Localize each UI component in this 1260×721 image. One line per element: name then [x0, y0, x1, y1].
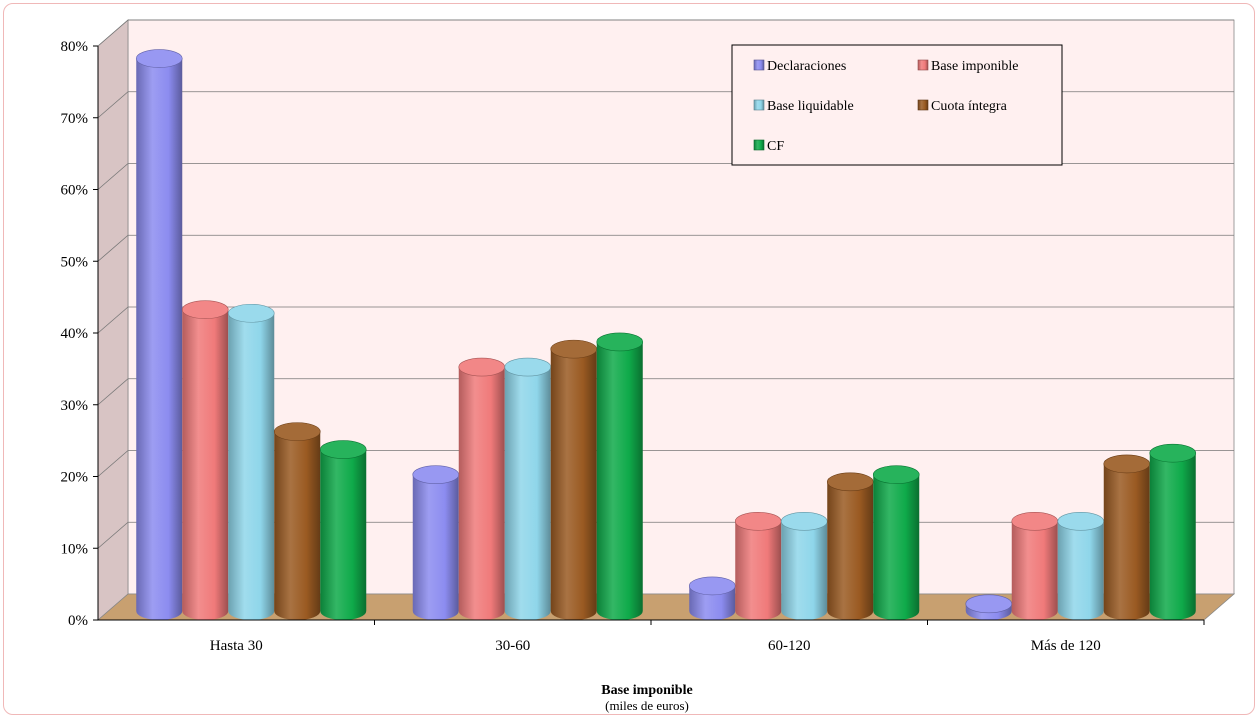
grid-line-side [97, 234, 129, 262]
legend-swatch [917, 59, 929, 71]
bar-top [872, 465, 920, 484]
bar-cf [873, 474, 920, 620]
x-tick-label: Más de 120 [1031, 638, 1101, 654]
bar-declaraciones [412, 474, 459, 620]
bar-top [1103, 454, 1151, 474]
bar-top [1011, 512, 1059, 531]
x-axis-subtitle: (miles de euros) [605, 698, 689, 713]
bar-top [734, 512, 782, 531]
bar-top [181, 300, 229, 319]
bar-top [135, 49, 183, 68]
y-tick-label: 40% [61, 326, 89, 342]
legend-label: Base imponible [931, 59, 1019, 74]
bar-top [227, 303, 275, 323]
bar-top [319, 440, 367, 459]
bar-chart: 0% 10% 20% 30% 40% 50% 60% 70% 80% Hasta 30 30-60… [61, 19, 1236, 713]
legend-box [731, 44, 1063, 166]
bar-top [550, 339, 598, 359]
legend-swatch [753, 99, 765, 111]
grid-line-side [97, 378, 129, 406]
legend: Declaraciones Base imponible Base liquidab… [731, 44, 1063, 166]
bar-cuota-íntegra [550, 349, 597, 620]
bar-top [1057, 512, 1105, 531]
x-tick-label: 30-60 [495, 638, 530, 654]
x-tick-label: 60-120 [768, 638, 811, 654]
bar-top [412, 465, 460, 484]
y-tick-label: 70% [61, 111, 89, 127]
grid-line-side [97, 91, 129, 119]
bar-base-liquidable [1057, 521, 1104, 620]
bar-base-liquidable [504, 367, 551, 620]
bar-top [273, 422, 321, 441]
y-tick-label: 20% [61, 470, 89, 486]
bar-cf [320, 449, 367, 620]
bar-cuota-íntegra [1103, 463, 1150, 620]
y-tick-label: 50% [61, 254, 89, 270]
bar-cf [596, 341, 643, 620]
legend-label: Cuota íntegra [931, 99, 1008, 114]
bar-top [596, 332, 644, 352]
y-tick-label: 30% [61, 398, 89, 414]
bar-top [688, 576, 736, 596]
bar-top [780, 512, 828, 531]
bar-base-imponible [735, 521, 782, 620]
bar-declaraciones [136, 58, 183, 620]
legend-label: CF [767, 139, 784, 154]
bar-top [826, 472, 874, 492]
bar-base-liquidable [228, 313, 275, 620]
bar-base-imponible [182, 309, 229, 620]
grid-line-side [97, 450, 129, 477]
legend-label: Declaraciones [767, 59, 846, 74]
x-tick-label: Hasta 30 [210, 638, 263, 654]
chart-frame: 0% 10% 20% 30% 40% 50% 60% 70% 80% Hasta 30 30-60… [3, 3, 1255, 715]
y-axis-ticks: 0% 10% 20% 30% 40% 50% 60% 70% 80% [61, 39, 98, 629]
y-tick-label: 0% [68, 613, 88, 629]
legend-swatch [917, 99, 929, 111]
bars-group [135, 49, 1197, 620]
x-axis-ticks: Hasta 30 30-60 60-120 Más de 120 [210, 620, 1205, 654]
grid-line-side [97, 19, 129, 47]
bar-cuota-íntegra [827, 481, 874, 620]
y-tick-label: 80% [61, 39, 89, 55]
legend-label: Base liquidable [767, 99, 854, 114]
x-axis-title: Base imponible [601, 683, 692, 698]
legend-swatch [753, 139, 765, 151]
bar-base-imponible [458, 367, 505, 620]
grid-line-side [97, 306, 129, 334]
bar-declaraciones [689, 585, 736, 620]
bar-cf [1149, 453, 1196, 620]
bar-cuota-íntegra [274, 431, 321, 620]
y-tick-label: 10% [61, 541, 89, 557]
bar-top [504, 357, 552, 377]
bar-base-liquidable [781, 521, 828, 620]
grid-line-side [97, 163, 129, 190]
grid-line-side [97, 521, 129, 549]
bar-top [458, 357, 506, 377]
bar-top [1149, 443, 1197, 463]
bar-base-imponible [1011, 521, 1058, 620]
bar-top [965, 594, 1013, 614]
y-tick-label: 60% [61, 183, 89, 199]
legend-swatch [753, 59, 765, 71]
